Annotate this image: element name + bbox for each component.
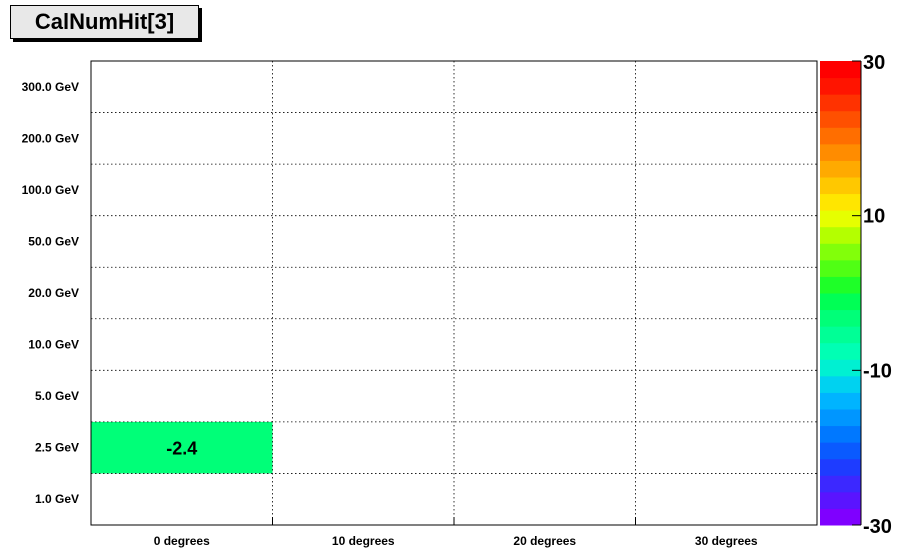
y-tick-label-5-0-gev: 5.0 GeV [35, 389, 79, 403]
colorbar-swatch [820, 94, 861, 112]
y-tick-label-200-0-gev: 200.0 GeV [22, 131, 79, 145]
colorbar-swatch [820, 375, 861, 393]
colorbar-swatch [820, 442, 861, 460]
colorbar-swatch [820, 127, 861, 145]
colorbar-swatch [820, 491, 861, 509]
y-tick-label-1-0-gev: 1.0 GeV [35, 492, 79, 506]
y-tick-label-10-0-gev: 10.0 GeV [28, 338, 79, 352]
colorbar-swatch [820, 475, 861, 493]
colorbar-swatch [820, 77, 861, 95]
colorbar-swatch [820, 226, 861, 244]
grid-layer [91, 61, 817, 525]
colorbar [820, 61, 862, 526]
colorbar-swatch [820, 409, 861, 427]
x-tick-label-20-degrees: 20 degrees [513, 534, 576, 548]
colorbar-swatch [820, 160, 861, 178]
colorbar-swatch [820, 508, 861, 526]
x-tick-label-0-degrees: 0 degrees [154, 534, 210, 548]
colorbar-swatch [820, 61, 861, 79]
colorbar-swatch [820, 309, 861, 327]
y-tick-label-50-0-gev: 50.0 GeV [28, 234, 79, 248]
y-tick-label-300-0-gev: 300.0 GeV [22, 80, 79, 94]
cells-layer [91, 421, 273, 474]
x-tick-label-10-degrees: 10 degrees [332, 534, 395, 548]
colorbar-tick-label: -10 [863, 360, 892, 382]
y-tick-label-20-0-gev: 20.0 GeV [28, 286, 79, 300]
colorbar-swatch [820, 193, 861, 211]
colorbar-swatch [820, 110, 861, 128]
plot-frame [90, 60, 818, 526]
x-tick-label-30-degrees: 30 degrees [695, 534, 758, 548]
colorbar-swatch [820, 326, 861, 344]
cell-value-label: -2.4 [166, 439, 197, 459]
colorbar-swatch [820, 210, 861, 228]
colorbar-swatch [820, 342, 861, 360]
colorbar-swatch [820, 458, 861, 476]
colorbar-swatch [820, 392, 861, 410]
colorbar-tick-labels: 30 10 -10 -30 [852, 52, 892, 538]
cell-labels: -2.4 [166, 439, 197, 459]
y-tick-label-100-0-gev: 100.0 GeV [22, 183, 79, 197]
colorbar-swatch [820, 177, 861, 195]
colorbar-swatch [820, 243, 861, 261]
colorbar-tick-label: 30 [863, 52, 885, 74]
y-tick-label-2-5-gev: 2.5 GeV [35, 441, 79, 455]
colorbar-swatch [820, 259, 861, 277]
y-tick-labels: 1.0 GeV 2.5 GeV 5.0 GeV 10.0 GeV 20.0 GeV 50.… [22, 80, 79, 506]
colorbar-swatch [820, 425, 861, 443]
colorbar-swatch [820, 293, 861, 311]
colorbar-swatch [820, 143, 861, 161]
x-tick-labels: 0 degrees 10 degrees 20 degrees 30 degrees [154, 534, 758, 548]
chart-title: CalNumHit[3] [10, 5, 199, 39]
colorbar-swatch [820, 359, 861, 377]
heatmap-cell-0-degrees-2-5-gev [91, 421, 273, 474]
colorbar-tick-label: 10 [863, 206, 885, 228]
colorbar-tick-label: -30 [863, 516, 892, 538]
colorbar-swatch [820, 276, 861, 294]
